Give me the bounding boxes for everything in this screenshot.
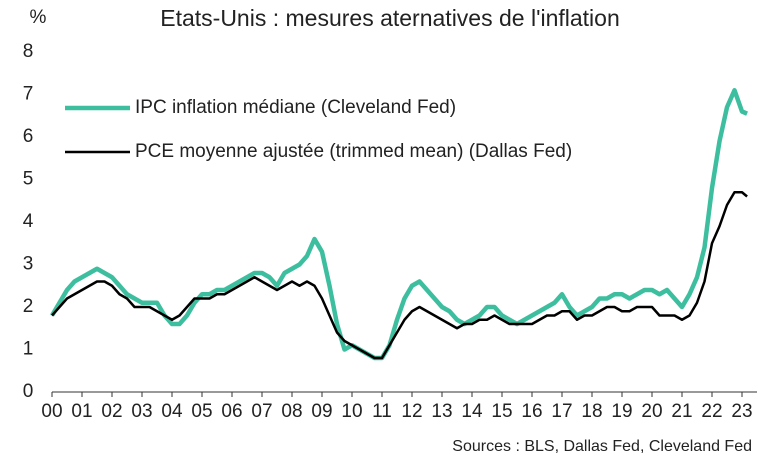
x-tick-label: 10 <box>341 401 362 422</box>
y-tick-label: 8 <box>23 41 34 62</box>
x-tick-label: 13 <box>431 401 452 422</box>
x-tick-label: 19 <box>611 401 632 422</box>
x-tick-label: 02 <box>101 401 122 422</box>
x-tick-label: 09 <box>311 401 332 422</box>
x-tick-label: 15 <box>491 401 512 422</box>
x-tick-label: 07 <box>251 401 272 422</box>
series-line <box>50 88 748 361</box>
x-tick-label: 03 <box>131 401 152 422</box>
source-note: Sources : BLS, Dallas Fed, Cleveland Fed <box>452 438 752 455</box>
y-tick-label: 7 <box>23 84 34 105</box>
y-tick-label: 3 <box>23 254 34 275</box>
x-tick-label: 20 <box>641 401 662 422</box>
x-tick-label: 16 <box>521 401 542 422</box>
x-tick-label: 18 <box>581 401 602 422</box>
x-tick-label: 17 <box>551 401 572 422</box>
y-tick-label: 4 <box>23 211 34 232</box>
x-tick-label: 12 <box>401 401 422 422</box>
series-line <box>51 191 748 360</box>
y-axis-label: % <box>30 7 47 28</box>
x-tick-label: 06 <box>221 401 242 422</box>
legend-label: PCE moyenne ajustée (trimmed mean) (Dall… <box>135 141 572 162</box>
legend-label: IPC inflation médiane (Cleveland Fed) <box>135 97 456 118</box>
x-tick-label: 05 <box>191 401 212 422</box>
y-tick-label: 0 <box>23 381 34 402</box>
x-tick-label: 23 <box>731 401 752 422</box>
y-tick-label: 1 <box>23 339 34 360</box>
x-tick-label: 22 <box>701 401 722 422</box>
x-tick-label: 01 <box>71 401 92 422</box>
x-tick-label: 08 <box>281 401 302 422</box>
y-tick-label: 6 <box>23 126 34 147</box>
x-tick-label: 21 <box>671 401 692 422</box>
x-tick-label: 11 <box>372 401 392 422</box>
chart-title: Etats-Unis : mesures aternatives de l'in… <box>160 5 619 31</box>
y-tick-label: 5 <box>23 169 34 190</box>
y-tick-label: 2 <box>23 296 34 317</box>
x-tick-label: 04 <box>161 401 183 422</box>
x-tick-label: 14 <box>461 401 483 422</box>
x-tick-label: 00 <box>41 401 62 422</box>
